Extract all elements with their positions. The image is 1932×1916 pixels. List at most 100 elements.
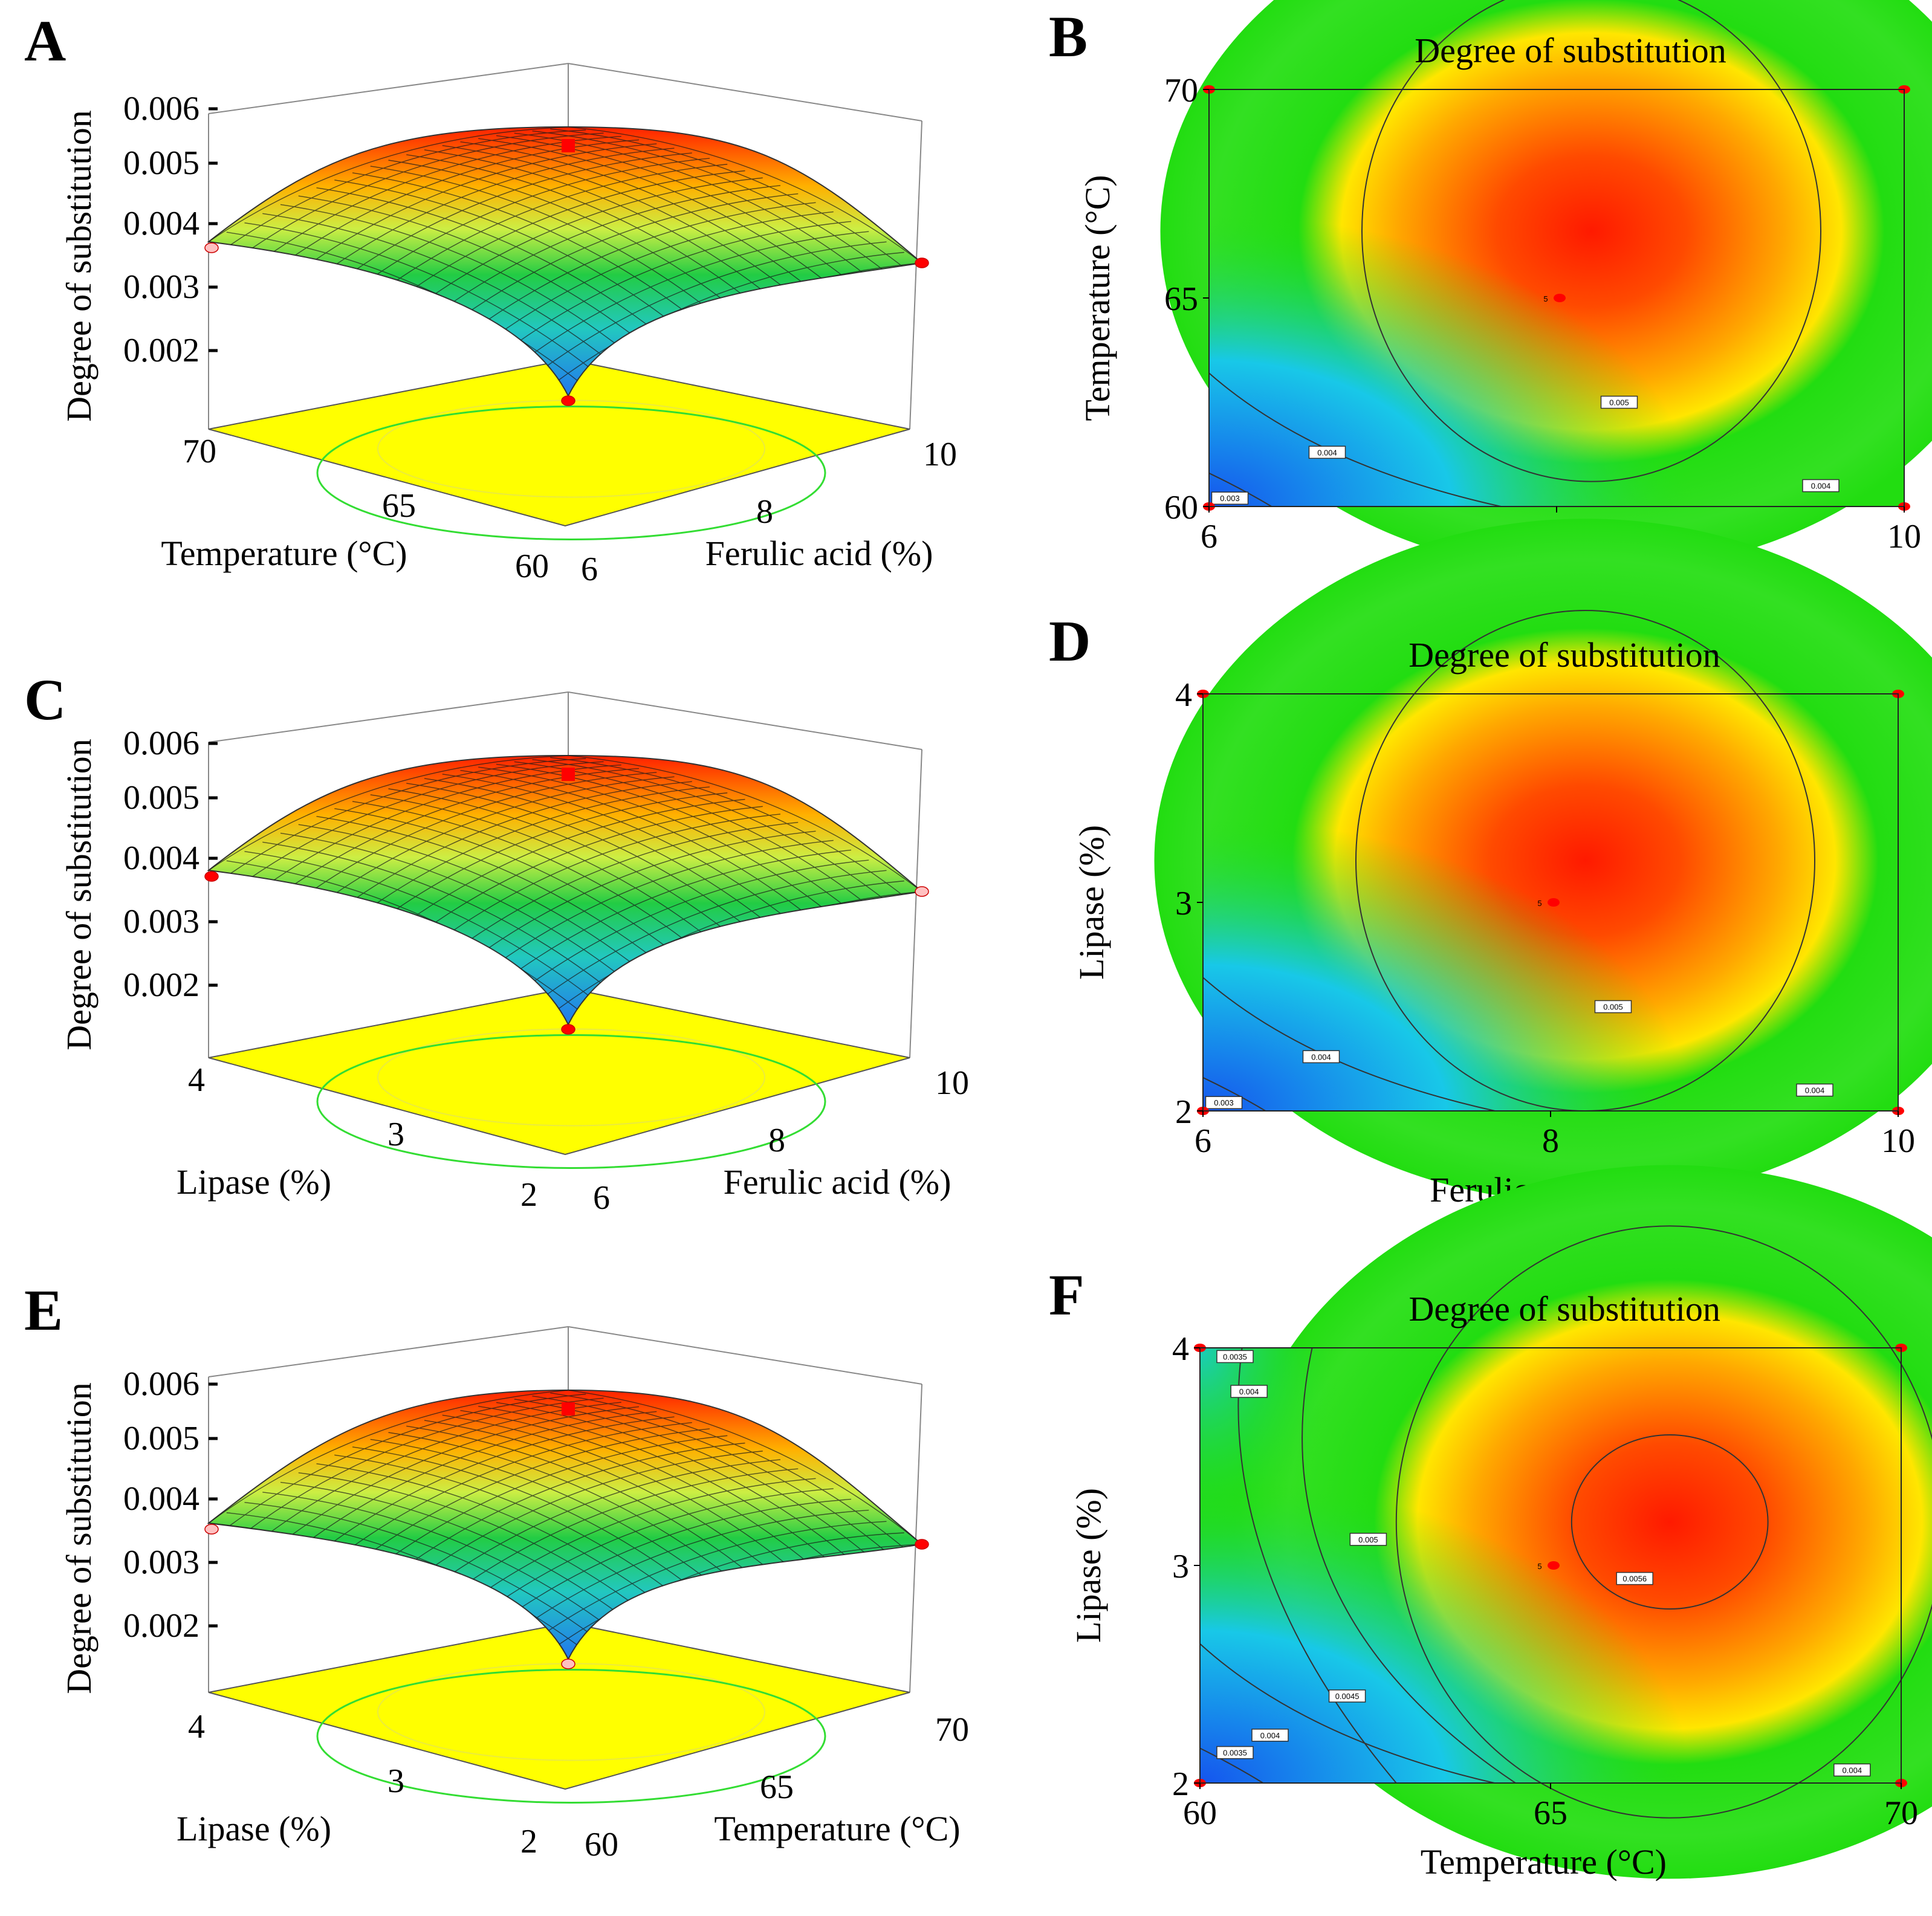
surface-mesh — [209, 1390, 922, 1659]
contour-line — [1208, 472, 1272, 507]
mesh-line — [298, 143, 657, 273]
design-point-center — [562, 768, 575, 781]
contour-lines — [1199, 1225, 1932, 1819]
mesh-line — [424, 814, 781, 952]
mesh-line — [352, 1446, 710, 1602]
mesh-line — [388, 1442, 745, 1580]
surface-floor — [208, 358, 910, 527]
right-axis-tick: 6 — [581, 551, 598, 588]
left-axis-tick: 70 — [183, 433, 216, 470]
mesh-line — [496, 1498, 852, 1625]
contour-label: 0.004 — [1805, 1086, 1825, 1095]
x-tick-label: 6 — [1195, 1122, 1211, 1160]
mesh-line — [316, 815, 675, 976]
mesh-line — [568, 756, 922, 892]
contour-label: 0.005 — [1358, 1535, 1378, 1544]
mesh-line — [244, 222, 604, 380]
mesh-line — [244, 1397, 604, 1533]
design-point-center — [562, 1402, 575, 1416]
contour-label: 0.004 — [1811, 482, 1831, 491]
contour-line — [1199, 1747, 1263, 1784]
design-point — [561, 395, 575, 406]
mesh-line — [460, 1478, 816, 1609]
right-axis-tick: 8 — [768, 1122, 785, 1159]
panel-letter: B — [1049, 4, 1088, 69]
mesh-line — [370, 794, 728, 953]
box-edge — [208, 63, 569, 114]
surface-floor — [208, 1622, 910, 1790]
box-edge — [909, 749, 922, 1058]
x-tick-label: 70 — [1884, 1795, 1918, 1832]
mesh-line — [460, 141, 816, 294]
mesh-line — [298, 1411, 657, 1549]
right-axis-title: Temperature (°C) — [714, 1809, 960, 1848]
mesh-line — [244, 850, 604, 1008]
mesh-line — [370, 1439, 728, 1596]
mesh-line — [334, 781, 692, 914]
design-center-label: 5 — [1537, 1562, 1541, 1571]
z-tick-label: 0.002 — [123, 1607, 199, 1645]
mesh-line — [442, 821, 799, 960]
mesh-line — [316, 1463, 675, 1616]
contour-label: 0.005 — [1609, 398, 1629, 407]
contour-label-box — [1616, 1571, 1653, 1585]
contour-label-box — [1216, 1746, 1254, 1759]
contour-label-box — [1349, 1533, 1387, 1546]
mesh-line — [280, 1406, 640, 1544]
mesh-line — [442, 1468, 799, 1601]
y-axis-title: Temperature (°C) — [1078, 175, 1117, 421]
contour-line — [1571, 1434, 1769, 1610]
box-edge — [909, 1384, 922, 1693]
mesh-line — [334, 808, 693, 968]
design-point — [204, 242, 219, 253]
z-tick-label: 0.003 — [123, 1544, 199, 1581]
contour-label: 0.004 — [1239, 1387, 1259, 1396]
x-tick-label: 6 — [1201, 518, 1217, 555]
mesh-line — [316, 147, 675, 279]
mesh-line — [280, 768, 640, 895]
mesh-line — [244, 132, 604, 254]
right-axis-tick: 60 — [585, 1826, 618, 1863]
right-axis-tick: 65 — [760, 1769, 794, 1806]
mesh-line — [262, 1492, 622, 1637]
plot-title: Degree of substitution — [1408, 635, 1720, 675]
mesh-line — [334, 1422, 692, 1561]
mesh-line — [478, 1406, 834, 1565]
left-axis-tick: 60 — [515, 548, 549, 585]
left-axis-tick: 2 — [520, 1823, 537, 1860]
mesh-line — [406, 1451, 763, 1587]
design-point — [915, 257, 929, 268]
panel-letter: E — [24, 1278, 63, 1342]
z-tick-label: 0.005 — [123, 779, 199, 817]
z-tick-label: 0.003 — [123, 268, 199, 306]
right-axis-tick: 10 — [923, 436, 957, 473]
mesh-line — [514, 1509, 869, 1634]
mesh-line — [514, 231, 869, 368]
mesh-line — [442, 774, 799, 928]
contour-label-box — [1600, 395, 1638, 409]
mesh-line — [568, 127, 922, 264]
surface-mesh — [209, 756, 922, 1024]
mesh-line — [496, 1402, 852, 1561]
mesh-line — [370, 792, 728, 928]
contour-label: 0.0056 — [1622, 1575, 1647, 1584]
mesh-line — [549, 880, 904, 1015]
mesh-line — [460, 769, 816, 922]
design-point — [204, 871, 219, 882]
mesh-line — [406, 1425, 763, 1585]
left-axis-title: Lipase (%) — [177, 1809, 331, 1848]
response-surface — [207, 126, 924, 398]
y-tick-label: 4 — [1175, 676, 1192, 714]
mesh-line — [442, 145, 799, 299]
y-tick-label: 3 — [1172, 1548, 1189, 1585]
mesh-line — [316, 776, 675, 907]
contour-label-box — [1230, 1385, 1268, 1398]
surface-panel-e: 0.002 0.003 0.004 0.005 0.006 Degree of subst… — [24, 1278, 969, 1863]
mesh-line — [209, 1390, 569, 1524]
contour-label-box — [1302, 1050, 1340, 1064]
mesh-line — [442, 193, 799, 332]
panel-letter: F — [1049, 1263, 1084, 1327]
mesh-line — [424, 778, 781, 934]
mesh-line — [388, 788, 745, 947]
